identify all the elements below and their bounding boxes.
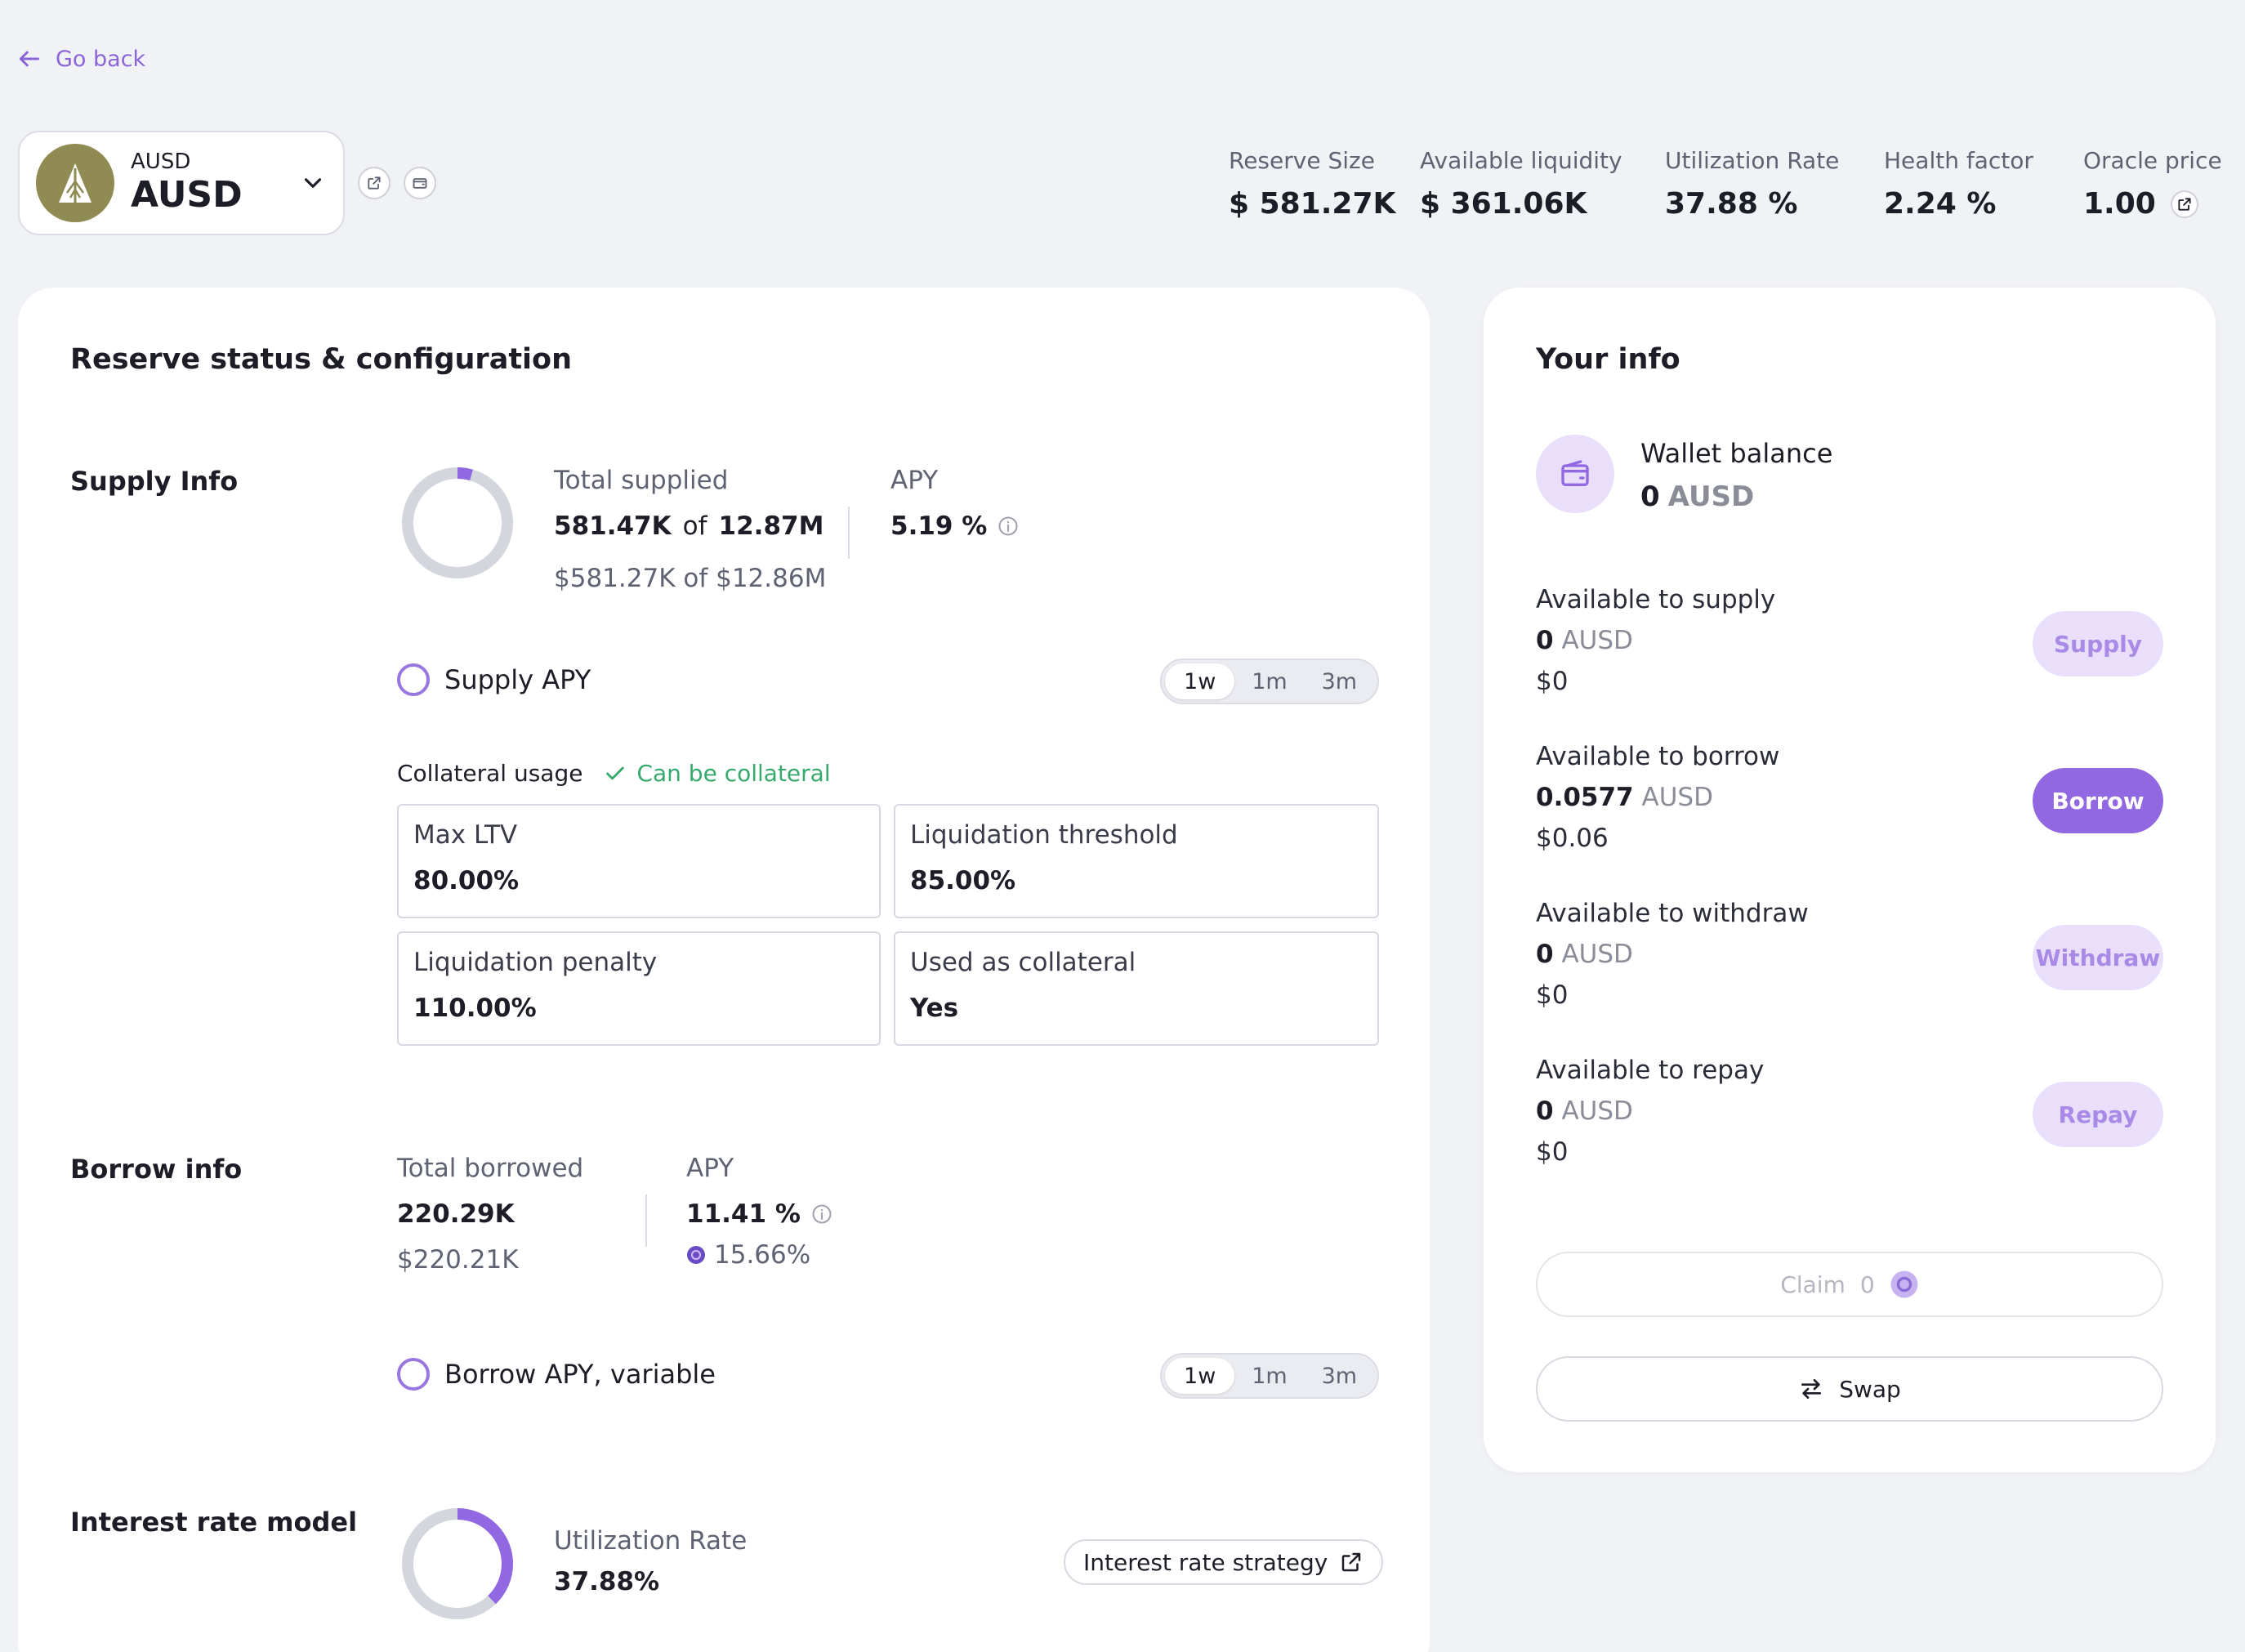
supply-cap-arc xyxy=(402,467,513,578)
supply-divider xyxy=(848,507,850,559)
borrow-timeframe-1w[interactable]: 1w xyxy=(1165,1358,1235,1394)
reward-token-icon xyxy=(687,1246,705,1264)
reserve-card-title: Reserve status & configuration xyxy=(70,343,573,376)
your-info-card: Your info Wallet balance 0 AUSD Availabl… xyxy=(1484,288,2216,1472)
ausd-logo-icon xyxy=(36,144,114,222)
go-back-label: Go back xyxy=(56,46,146,72)
supply-apy-label: APY xyxy=(890,466,939,495)
claim-button[interactable]: Claim 0 xyxy=(1536,1252,2163,1317)
external-link-icon xyxy=(368,176,381,190)
borrow-apy-label: APY xyxy=(686,1154,734,1183)
liquidation-threshold-box: Liquidation threshold 85.00% xyxy=(894,804,1379,918)
borrow-divider xyxy=(645,1194,647,1247)
circle-icon xyxy=(397,1358,430,1391)
available-to-supply-row: Available to supply 0 AUSD $0 xyxy=(1536,585,1776,696)
circle-icon xyxy=(397,663,430,696)
asset-symbol-small: AUSD xyxy=(131,150,191,175)
collateral-status: Can be collateral xyxy=(636,760,831,787)
reserve-status-card: Reserve status & configuration Supply In… xyxy=(18,288,1430,1652)
available-to-repay-row: Available to repay 0 AUSD $0 xyxy=(1536,1056,1765,1167)
supply-timeframe-3m[interactable]: 3m xyxy=(1321,668,1358,694)
external-link-icon xyxy=(2178,197,2191,211)
wallet-balance-label: Wallet balance xyxy=(1640,438,1833,469)
swap-arrows-icon xyxy=(1801,1379,1822,1399)
info-icon[interactable] xyxy=(810,1203,833,1226)
info-icon[interactable] xyxy=(997,515,1020,538)
stat-reserve-size: Reserve Size $ 581.27K xyxy=(1229,147,1396,221)
supply-apy-chart-label: Supply APY xyxy=(444,664,591,695)
swap-button[interactable]: Swap xyxy=(1536,1356,2163,1422)
stat-utilization-rate: Utilization Rate 37.88 % xyxy=(1665,147,1840,221)
stat-available-liquidity: Available liquidity $ 361.06K xyxy=(1420,147,1622,221)
supply-timeframe-selector: 1w 1m 3m xyxy=(1160,659,1379,704)
oracle-link-button[interactable] xyxy=(2170,190,2198,218)
chevron-down-icon[interactable] xyxy=(299,169,327,197)
max-ltv-box: Max LTV 80.00% xyxy=(397,804,881,918)
asset-selector[interactable]: AUSD AUSD xyxy=(18,131,345,235)
total-borrowed-amount: 220.29K xyxy=(397,1199,515,1229)
utilization-donut xyxy=(402,1508,513,1619)
interest-rate-model-label: Interest rate model xyxy=(70,1507,358,1538)
borrow-timeframe-3m[interactable]: 3m xyxy=(1321,1363,1358,1389)
wallet-icon xyxy=(1561,460,1589,486)
total-supplied-usd: $581.27K of $12.86M xyxy=(554,564,827,593)
interest-rate-strategy-button[interactable]: Interest rate strategy xyxy=(1064,1539,1384,1585)
borrow-apy-chart-label: Borrow APY, variable xyxy=(444,1359,716,1390)
total-supplied-amount: 581.47K of 12.87M xyxy=(554,511,824,541)
withdraw-button[interactable]: Withdraw xyxy=(2033,925,2163,990)
your-info-title: Your info xyxy=(1536,343,1680,376)
irm-utilization-value: 37.88% xyxy=(554,1567,660,1596)
stat-health-factor: Health factor 2.24 % xyxy=(1884,147,2033,221)
check-icon xyxy=(606,766,625,779)
used-as-collateral-box: Used as collateral Yes xyxy=(894,931,1379,1046)
total-borrowed-usd: $220.21K xyxy=(397,1245,519,1275)
total-supplied-label: Total supplied xyxy=(554,466,729,495)
repay-button[interactable]: Repay xyxy=(2033,1082,2163,1147)
wallet-badge xyxy=(1536,435,1614,513)
supply-timeframe-1w[interactable]: 1w xyxy=(1165,663,1235,699)
total-borrowed-label: Total borrowed xyxy=(397,1154,584,1183)
collateral-usage-label: Collateral usage xyxy=(397,760,583,787)
borrow-apy-value: 11.41 % xyxy=(686,1199,833,1229)
add-to-wallet-button[interactable] xyxy=(404,167,436,199)
external-link-icon xyxy=(1342,1552,1361,1572)
supply-cap-donut xyxy=(402,467,513,578)
borrow-timeframe-selector: 1w 1m 3m xyxy=(1160,1353,1379,1399)
open-explorer-button[interactable] xyxy=(358,167,391,199)
asset-symbol: AUSD xyxy=(131,174,243,217)
utilization-arc xyxy=(402,1508,513,1619)
available-to-borrow-row: Available to borrow 0.0577 AUSD $0.06 xyxy=(1536,742,1780,853)
borrow-button[interactable]: Borrow xyxy=(2033,768,2163,833)
go-back-link[interactable]: Go back xyxy=(16,46,145,72)
borrow-reward-apy: 15.66% xyxy=(686,1240,810,1270)
supply-apy-chart-toggle[interactable]: Supply APY xyxy=(397,663,591,696)
wallet-balance-amount: 0 AUSD xyxy=(1640,480,1755,513)
supply-button[interactable]: Supply xyxy=(2033,611,2163,676)
borrow-timeframe-1m[interactable]: 1m xyxy=(1252,1363,1288,1389)
reward-token-icon xyxy=(1890,1270,1918,1298)
available-to-withdraw-row: Available to withdraw 0 AUSD $0 xyxy=(1536,899,1809,1010)
collateral-usage-row: Collateral usage Can be collateral xyxy=(397,760,831,787)
supply-info-label: Supply Info xyxy=(70,466,239,497)
stat-oracle-price: Oracle price 1.00 xyxy=(2083,147,2222,221)
wallet-icon xyxy=(413,178,427,189)
borrow-apy-chart-toggle[interactable]: Borrow APY, variable xyxy=(397,1358,716,1391)
borrow-info-label: Borrow info xyxy=(70,1154,243,1185)
supply-apy-value: 5.19 % xyxy=(890,511,1020,541)
arrow-left-icon xyxy=(19,51,40,67)
liquidation-penalty-box: Liquidation penalty 110.00% xyxy=(397,931,881,1046)
supply-timeframe-1m[interactable]: 1m xyxy=(1252,668,1288,694)
irm-utilization-label: Utilization Rate xyxy=(554,1526,748,1556)
